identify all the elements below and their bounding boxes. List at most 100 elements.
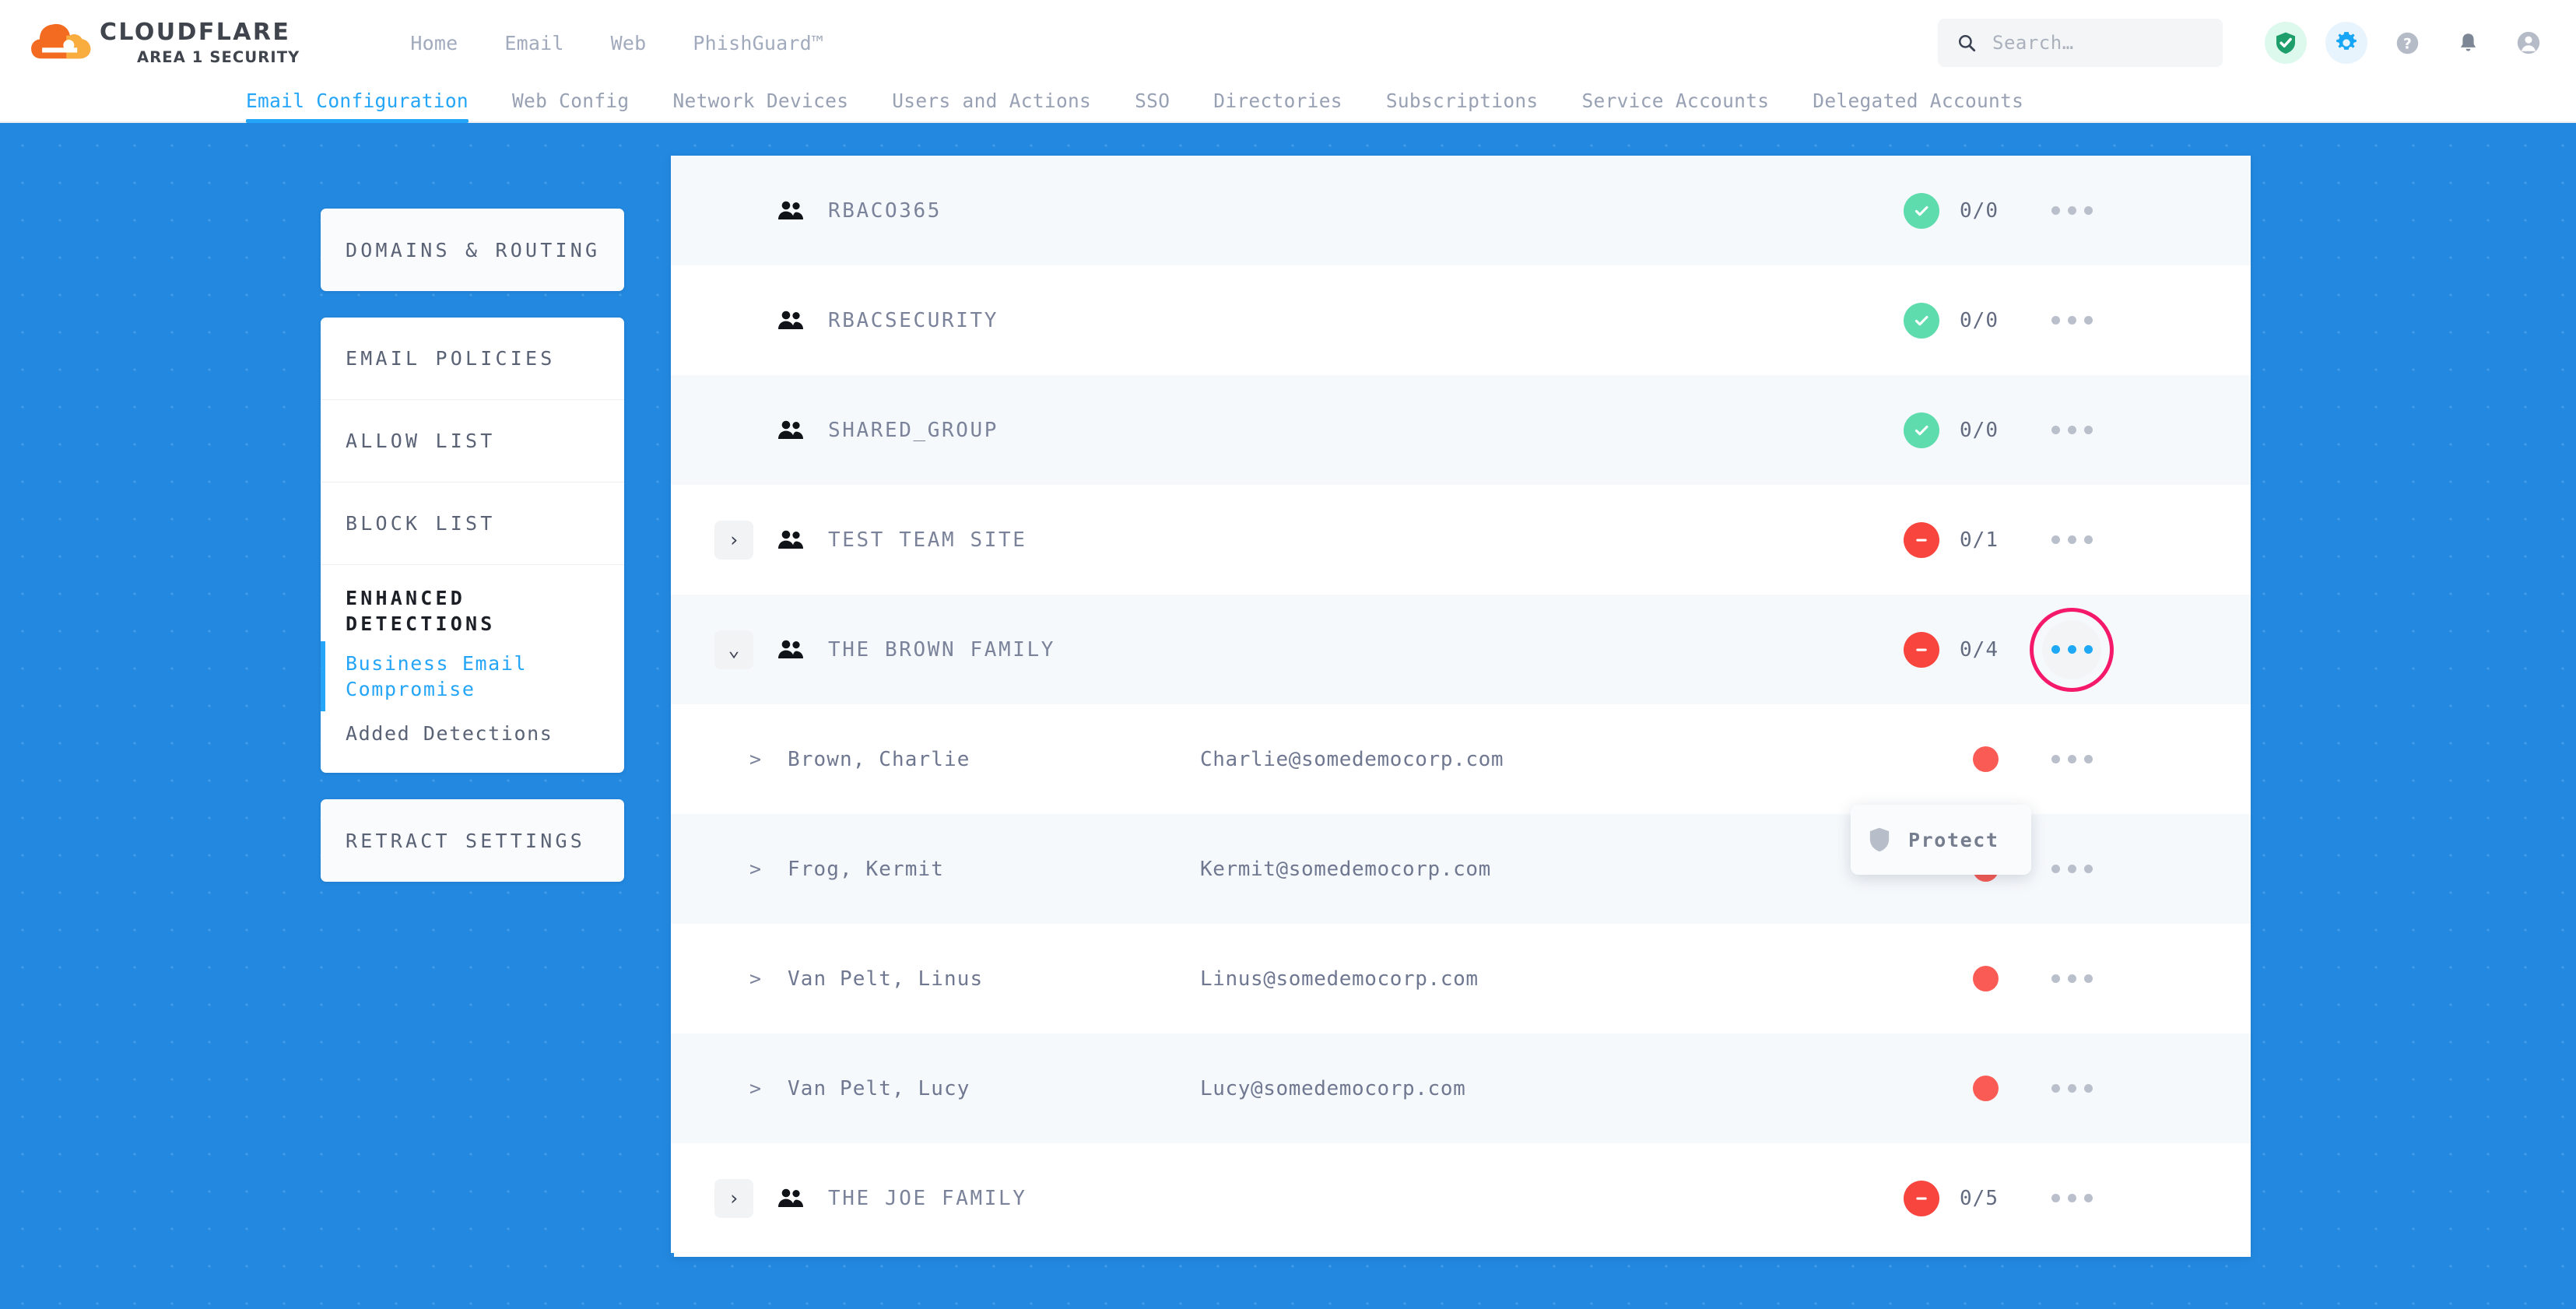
sidebar-card-domains: DOMAINS & ROUTING	[321, 209, 624, 291]
member-name: Van Pelt, Linus	[788, 967, 984, 991]
protected-count: 0/0	[1960, 418, 1999, 442]
status-dot-icon	[1973, 746, 1999, 772]
nav-item-web[interactable]: Web	[610, 31, 647, 54]
groups-table-panel: RBACO365 0/0 RBACSECURITY 0/0	[671, 156, 2251, 1257]
protected-count: 0/4	[1960, 637, 1999, 662]
brand-logo[interactable]: CLOUDFLARE AREA 1 SECURITY	[31, 18, 300, 65]
nav-item-phishguard[interactable]: PhishGuard™	[693, 31, 824, 54]
group-name: SHARED_GROUP	[828, 418, 999, 442]
status-ok-icon	[1904, 412, 1940, 448]
expand-toggle-cell: ›	[671, 1178, 753, 1218]
row-menu-button[interactable]	[2042, 181, 2101, 240]
menu-item-label: Protect	[1908, 828, 1999, 851]
tab-service-accounts[interactable]: Service Accounts	[1581, 89, 1770, 112]
member-status	[1973, 966, 1999, 991]
gear-glyph	[2336, 32, 2357, 50]
chevron-down-icon[interactable]: ⌄	[714, 630, 753, 669]
member-email: Kermit@somedemocorp.com	[1200, 857, 1491, 881]
brand-name: CLOUDFLARE	[100, 18, 291, 46]
tab-delegated-accounts[interactable]: Delegated Accounts	[1813, 89, 2024, 112]
tab-email-configuration[interactable]: Email Configuration	[224, 89, 490, 123]
status-unprotected-icon	[1904, 521, 1940, 558]
group-people-icon	[753, 310, 828, 331]
menu-item-protect[interactable]: Protect	[1851, 816, 2031, 864]
sidebar-card-retract: RETRACT SETTINGS	[321, 799, 624, 882]
tab-web-config[interactable]: Web Config	[511, 89, 630, 112]
search-input[interactable]: Search…	[1938, 19, 2223, 67]
member-name: Brown, Charlie	[788, 747, 970, 771]
group-status: 0/0	[1904, 412, 1999, 448]
help-circle-icon[interactable]: ?	[2386, 22, 2428, 64]
primary-navigation: Home Email Web PhishGuard™	[387, 32, 847, 54]
group-name: THE JOE FAMILY	[828, 1186, 1027, 1210]
tab-list: Email Configuration Web Config Network D…	[224, 89, 2045, 123]
nav-item-email[interactable]: Email	[504, 31, 564, 54]
group-status: 0/4	[1904, 631, 1999, 668]
group-status: 0/0	[1904, 302, 1999, 339]
row-menu-button[interactable]	[2042, 949, 2101, 1009]
protected-count: 0/1	[1960, 528, 1999, 552]
sidebar-item-domains-routing[interactable]: DOMAINS & ROUTING	[346, 238, 601, 261]
sidebar-item-added-detections[interactable]: Added Detections	[346, 722, 553, 745]
row-context-menu: Protect	[1851, 805, 2031, 875]
row-menu-button[interactable]	[2042, 511, 2101, 570]
group-name: TEST TEAM SITE	[828, 528, 1027, 552]
member-status	[1973, 1076, 1999, 1101]
row-menu-button[interactable]	[2042, 291, 2101, 350]
tab-sso[interactable]: SSO	[1135, 89, 1170, 112]
status-dot-icon	[1973, 1076, 1999, 1101]
tab-subscriptions[interactable]: Subscriptions	[1385, 89, 1539, 112]
bell-icon[interactable]	[2447, 22, 2489, 64]
expand-toggle-cell: ›	[671, 520, 753, 560]
member-arrow-icon: >	[749, 858, 761, 880]
sidebar-item-email-policies[interactable]: EMAIL POLICIES	[321, 318, 624, 400]
bell-glyph	[2460, 33, 2476, 51]
member-arrow-icon: >	[749, 748, 761, 770]
sidebar-item-block-list[interactable]: BLOCK LIST	[321, 483, 624, 565]
row-menu-button[interactable]	[2042, 1169, 2101, 1228]
sidebar-card-policies: EMAIL POLICIES ALLOW LIST BLOCK LIST ENH…	[321, 318, 624, 773]
gear-icon[interactable]	[2325, 22, 2367, 64]
tab-network-devices[interactable]: Network Devices	[672, 89, 849, 112]
group-status: 0/1	[1904, 521, 1999, 558]
search-placeholder: Search…	[1992, 32, 2074, 54]
sidebar-item-retract-settings[interactable]: RETRACT SETTINGS	[346, 829, 586, 852]
nav-item-home[interactable]: Home	[410, 31, 458, 54]
member-arrow-icon: >	[749, 967, 761, 990]
header-actions: Search… ?	[1938, 0, 2550, 86]
row-menu-button-active[interactable]	[2030, 607, 2114, 692]
status-dot-icon	[1973, 966, 1999, 991]
status-ok-icon	[1904, 192, 1940, 229]
table-row[interactable]: SHARED_GROUP 0/0	[671, 375, 2251, 485]
table-row[interactable]: > Van Pelt, Lucy Lucy@somedemocorp.com	[671, 1034, 2251, 1143]
sidebar-item-allow-list[interactable]: ALLOW LIST	[321, 400, 624, 483]
top-header-bar: CLOUDFLARE AREA 1 SECURITY Home Email We…	[0, 0, 2576, 86]
shield-check-icon[interactable]	[2265, 22, 2307, 64]
tab-directories[interactable]: Directories	[1213, 89, 1342, 112]
tab-users-and-actions[interactable]: Users and Actions	[892, 89, 1092, 112]
member-status	[1973, 746, 1999, 772]
member-email: Charlie@somedemocorp.com	[1200, 747, 1504, 771]
table-row[interactable]: › TEST TEAM SITE 0/1	[671, 485, 2251, 595]
group-status: 0/5	[1904, 1180, 1999, 1216]
sidebar-item-business-email-compromise[interactable]: Business Email Compromise	[321, 641, 624, 711]
group-name: RBACO365	[828, 198, 942, 223]
row-menu-button[interactable]	[2042, 1059, 2101, 1118]
cloudflare-cloud-icon	[31, 23, 91, 59]
table-row[interactable]: RBACO365 0/0	[671, 156, 2251, 265]
row-menu-button[interactable]	[2042, 840, 2101, 899]
group-name: RBACSECURITY	[828, 308, 999, 332]
account-circle-icon[interactable]	[2508, 22, 2550, 64]
table-row[interactable]: ⌄ THE BROWN FAMILY 0/4	[671, 595, 2251, 704]
chevron-right-icon[interactable]: ›	[714, 520, 753, 560]
table-row[interactable]: > Brown, Charlie Charlie@somedemocorp.co…	[671, 704, 2251, 814]
group-name: THE BROWN FAMILY	[828, 637, 1056, 662]
table-row[interactable]: › THE JOE FAMILY 0/5	[671, 1143, 2251, 1253]
row-menu-button[interactable]	[2042, 401, 2101, 460]
chevron-right-icon[interactable]: ›	[714, 1178, 753, 1218]
row-menu-button[interactable]	[2042, 730, 2101, 789]
table-row[interactable]: RBACSECURITY 0/0	[671, 265, 2251, 375]
table-row[interactable]: > Van Pelt, Linus Linus@somedemocorp.com	[671, 924, 2251, 1034]
member-email: Linus@somedemocorp.com	[1200, 967, 1479, 991]
member-name: Van Pelt, Lucy	[788, 1076, 970, 1100]
